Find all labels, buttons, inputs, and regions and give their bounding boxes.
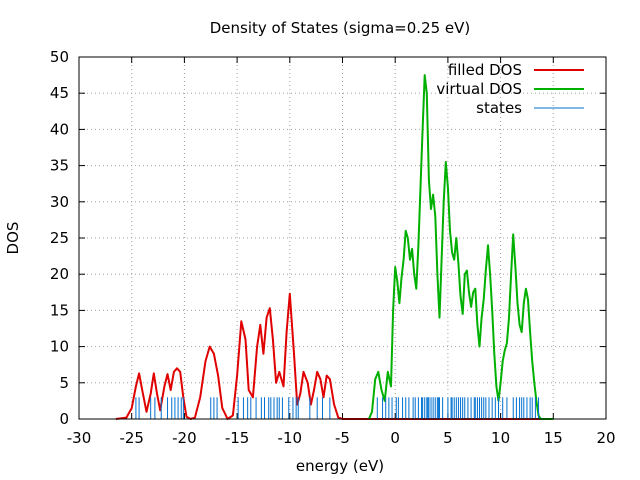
x-tick-label: 0	[390, 429, 400, 447]
x-tick-label: 15	[544, 429, 563, 447]
y-tick-label: 5	[59, 374, 69, 392]
y-tick-label: 15	[50, 301, 69, 319]
plot-frame	[78, 56, 607, 420]
axis-ticks: -30 -25 -20 -15 -10 -5 0 5 10 15 20 0 5 10 15 20 25 30 35 4…	[50, 48, 616, 447]
y-tick-label: 10	[50, 338, 69, 356]
chart-title: Density of States (sigma=0.25 eV)	[210, 19, 471, 37]
y-tick-label: 25	[50, 229, 69, 247]
x-tick-label: -20	[172, 429, 197, 447]
y-tick-label: 30	[50, 193, 69, 211]
x-axis-label: energy (eV)	[296, 457, 384, 475]
states-series	[135, 397, 540, 419]
y-tick-label: 50	[50, 48, 69, 66]
y-axis-label: DOS	[4, 222, 22, 255]
x-tick-label: -30	[67, 429, 92, 447]
virtual-dos-line	[367, 74, 554, 420]
plot-area	[115, 74, 554, 420]
legend-label-virtual-dos: virtual DOS	[436, 80, 522, 98]
x-tick-label: -5	[335, 429, 350, 447]
x-tick-label: 5	[443, 429, 453, 447]
grid	[79, 57, 606, 419]
x-tick-label: 20	[596, 429, 615, 447]
legend-label-filled-dos: filled DOS	[448, 61, 522, 79]
y-tick-label: 35	[50, 157, 69, 175]
x-tick-label: -10	[278, 429, 303, 447]
y-tick-label: 45	[50, 84, 69, 102]
x-tick-label: 10	[491, 429, 510, 447]
y-tick-label: 0	[59, 410, 69, 428]
legend-label-states: states	[476, 99, 522, 117]
y-tick-label: 20	[50, 265, 69, 283]
x-tick-label: -15	[225, 429, 250, 447]
y-tick-label: 40	[50, 120, 69, 138]
x-tick-label: -25	[119, 429, 144, 447]
